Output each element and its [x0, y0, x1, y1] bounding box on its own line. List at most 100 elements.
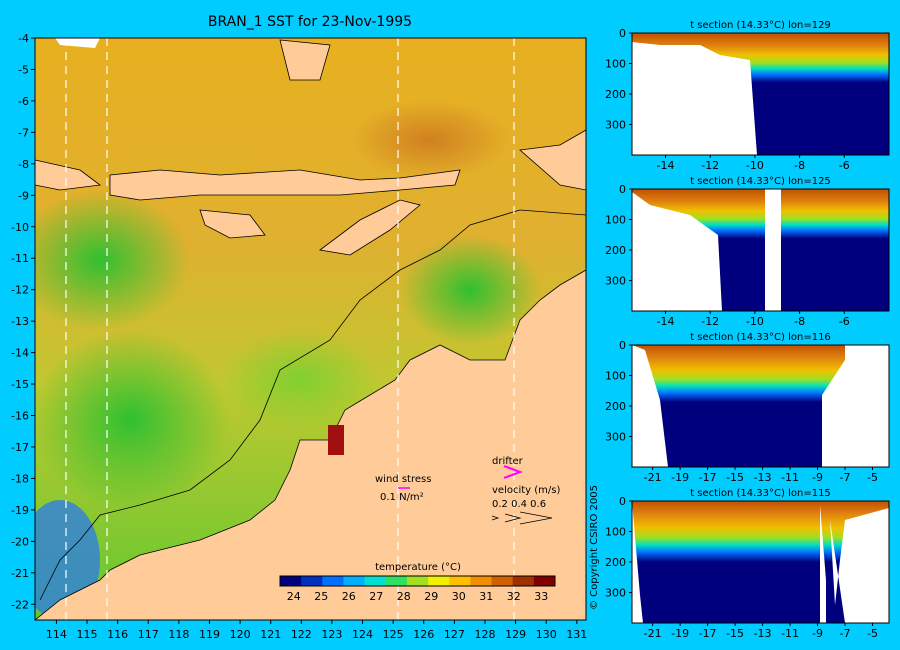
drifter-label: drifter	[492, 456, 524, 467]
colorbar	[279, 575, 556, 587]
section-x-tick-label: -15	[726, 627, 744, 640]
lon-tick-label: 129	[505, 628, 526, 641]
colorbar-swatch	[364, 576, 387, 586]
velocity-arrows	[491, 511, 553, 525]
section-panel-2: t section (14.33°C) lon=125 0 100 200 300 -14…	[605, 176, 890, 328]
island-north	[519, 129, 586, 191]
colorbar-swatch	[449, 576, 471, 586]
section-x-tick-label: -21	[644, 471, 662, 484]
colorbar-swatch	[385, 576, 408, 586]
section-x-tick-label: -8	[794, 159, 805, 172]
lon-tick-label: 117	[138, 628, 159, 641]
colorbar-label: temperature (°C)	[375, 562, 461, 573]
colorbar-swatch	[428, 576, 450, 586]
section-y-tick-label: 200	[605, 556, 626, 569]
lon-tick-label: 124	[352, 628, 373, 641]
colorbar-swatch	[280, 576, 302, 586]
colorbar-swatch	[301, 576, 323, 586]
colorbar-tick-label: 26	[342, 590, 356, 603]
lon-tick-label: 118	[168, 628, 189, 641]
lon-tick-label: 130	[536, 628, 557, 641]
colorbar-tick-label: 25	[314, 590, 328, 603]
lon-tick-label: 120	[230, 628, 251, 641]
lon-tick-label: 115	[77, 628, 98, 641]
lat-tick-label: -4	[18, 32, 29, 45]
section-x-tick-label: -10	[746, 159, 764, 172]
section-missing	[632, 42, 757, 155]
lon-tick-label: 131	[566, 628, 587, 641]
colorbar-tick-label: 31	[479, 590, 493, 603]
main-title: BRAN_1 SST for 23-Nov-1995	[207, 14, 413, 30]
colorbar-frame	[279, 575, 556, 587]
island-sulawesi	[279, 39, 331, 81]
section-y-tick-label: 300	[605, 587, 626, 600]
section-x-tick-label: -14	[657, 315, 675, 328]
section-y-tick-label: 0	[619, 495, 626, 508]
section-x-tick-label: -6	[839, 159, 850, 172]
section-x-tick-label: -9	[812, 627, 823, 640]
section-y-tick-label: 100	[605, 370, 626, 383]
section-x-tick-label: -7	[840, 471, 851, 484]
section-x-tick-label: -21	[644, 627, 662, 640]
section-y-tick-label: 300	[605, 275, 626, 288]
colorbar-tick-label: 24	[287, 590, 301, 603]
colorbar-swatch	[343, 576, 366, 586]
section-y-tick-label: 200	[605, 88, 626, 101]
island-timor	[319, 199, 421, 256]
lat-tick-label: -7	[18, 126, 29, 139]
copyright: © Copyright CSIRO 2005	[589, 485, 600, 610]
velocity-label: velocity (m/s)	[492, 485, 560, 496]
drifter-icon	[503, 465, 523, 479]
australia-land	[35, 269, 586, 620]
section-panel-1: t section (14.33°C) lon=129 0 100 200 300 -14…	[605, 20, 890, 172]
lat-tick-label: -16	[11, 410, 29, 423]
lat-tick-label: -5	[18, 63, 29, 76]
section-y-tick-label: 300	[605, 119, 626, 132]
colorbar-swatch	[406, 576, 429, 586]
section-title: t section (14.33°C) lon=125	[690, 176, 831, 187]
lat-tick-label: -14	[11, 347, 29, 360]
lon-tick-label: 116	[107, 628, 128, 641]
colorbar-tick-label: 30	[452, 590, 466, 603]
section-x-tick-label: -5	[867, 471, 878, 484]
section-missing	[632, 501, 889, 623]
colorbar-swatch	[533, 576, 556, 586]
lat-tick-label: -12	[11, 284, 29, 297]
lon-tick-label: 123	[321, 628, 342, 641]
velocity-scale: 0.2 0.4 0.6	[492, 499, 546, 510]
colorbar-tick-label: 33	[534, 590, 548, 603]
colorbar-swatch	[470, 576, 493, 586]
lat-tick-label: -19	[11, 504, 29, 517]
lat-tick-label: -11	[11, 252, 29, 265]
isobath-contour	[39, 209, 586, 601]
island-chain	[109, 169, 461, 201]
colorbar-tick-label: 32	[507, 590, 521, 603]
lon-tick-label: 125	[383, 628, 404, 641]
lat-tick-label: -17	[11, 441, 29, 454]
lat-tick-label: -20	[11, 535, 29, 548]
section-x-tick-label: -8	[794, 315, 805, 328]
section-missing	[632, 189, 781, 311]
section-title: t section (14.33°C) lon=115	[690, 488, 831, 499]
lon-tick-label: 122	[291, 628, 312, 641]
wind-scale: 0.1 N/m²	[380, 492, 424, 503]
colorbar-tick-label: 29	[424, 590, 438, 603]
section-x-tick-label: -11	[781, 471, 799, 484]
section-x-tick-label: -13	[754, 627, 772, 640]
section-x-tick-label: -19	[671, 471, 689, 484]
section-x-tick-label: -5	[867, 627, 878, 640]
lon-tick-label: 127	[444, 628, 465, 641]
section-y-tick-label: 200	[605, 244, 626, 257]
section-x-tick-label: -17	[699, 471, 717, 484]
lon-tick-label: 119	[199, 628, 220, 641]
section-missing	[632, 345, 889, 467]
lat-tick-label: -18	[11, 472, 29, 485]
lat-tick-label: -9	[18, 189, 29, 202]
lat-tick-label: -8	[18, 158, 29, 171]
colorbar-swatch	[322, 576, 344, 586]
section-x-tick-label: -10	[746, 315, 764, 328]
section-y-tick-label: 100	[605, 526, 626, 539]
section-x-tick-label: -6	[839, 315, 850, 328]
lat-tick-label: -10	[11, 221, 29, 234]
